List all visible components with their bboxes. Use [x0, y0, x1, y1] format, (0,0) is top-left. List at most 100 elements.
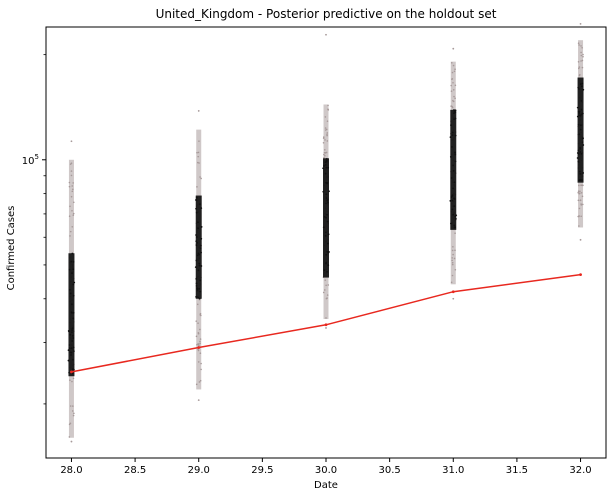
sample-point [450, 281, 453, 284]
x-tick-label: 30.0 [315, 465, 337, 476]
sample-range-dense [195, 195, 202, 299]
sample-point [451, 208, 454, 211]
sample-point [327, 166, 330, 169]
sample-point [198, 297, 201, 300]
sample-point [71, 331, 73, 334]
sample-point [451, 249, 454, 252]
sample-point [196, 186, 198, 188]
sample-point [582, 144, 585, 146]
sample-point [454, 249, 456, 252]
sample-point [577, 190, 580, 193]
sample-point [325, 297, 328, 300]
sample-point-max [197, 110, 200, 112]
sample-point [70, 354, 72, 356]
sample-point [582, 55, 584, 58]
observed-point [324, 323, 328, 327]
sample-point [578, 67, 580, 70]
sample-point [579, 190, 581, 193]
sample-point [450, 84, 452, 87]
sample-range-dense [450, 109, 457, 230]
sample-point [454, 111, 457, 114]
sample-point [67, 359, 70, 362]
sample-point [453, 118, 455, 121]
sample-point [325, 202, 327, 205]
sample-point [197, 221, 199, 224]
sample-point [323, 153, 325, 156]
x-tick-label: 32.0 [569, 465, 591, 476]
sample-point-min [70, 440, 73, 443]
sample-point [326, 140, 329, 142]
sample-point [200, 237, 203, 240]
sample-point [71, 410, 74, 412]
sample-point [326, 133, 328, 136]
x-tick-label: 31.5 [506, 465, 528, 476]
sample-point [198, 287, 201, 290]
sample-point [322, 141, 325, 144]
sample-point [579, 151, 582, 153]
sample-point [325, 216, 328, 219]
sample-point [327, 284, 330, 286]
sample-point [72, 311, 75, 314]
sample-point [199, 340, 201, 343]
sample-point [72, 346, 75, 349]
sample-point [197, 322, 199, 324]
sample-point [580, 152, 583, 155]
sample-point [577, 123, 580, 126]
sample-point [325, 284, 327, 287]
sample-point [578, 66, 581, 68]
sample-point [199, 328, 201, 331]
sample-point [452, 213, 455, 216]
sample-point [450, 222, 452, 225]
sample-point [578, 179, 581, 182]
sample-point [72, 182, 74, 184]
posterior-samples [67, 22, 585, 443]
sample-point [451, 274, 454, 277]
sample-point [200, 226, 203, 228]
sample-point [70, 347, 73, 350]
sample-point [451, 257, 454, 259]
sample-point [68, 268, 71, 271]
sample-point [577, 191, 580, 194]
sample-point [451, 134, 454, 137]
sample-point [454, 68, 456, 71]
sample-point [324, 289, 326, 291]
sample-point [196, 151, 198, 154]
observed-point [451, 290, 455, 294]
sample-point [327, 264, 330, 267]
sample-point-min [325, 327, 327, 329]
sample-point [327, 233, 330, 236]
sample-point [322, 167, 325, 170]
sample-column-1 [194, 110, 203, 402]
sample-point [454, 268, 457, 271]
sample-point [198, 264, 201, 267]
sample-point [199, 290, 202, 293]
x-tick-label: 31.0 [442, 465, 464, 476]
sample-point [70, 174, 73, 177]
sample-point [325, 157, 328, 160]
sample-point [67, 349, 70, 352]
sample-point [70, 311, 73, 314]
sample-point [327, 109, 330, 111]
sample-point [578, 215, 580, 217]
y-tick-label: 105 [22, 153, 39, 167]
sample-point [322, 137, 325, 139]
sample-point [581, 179, 583, 181]
sample-point [326, 134, 328, 137]
sample-point [576, 152, 579, 154]
sample-point [579, 172, 582, 175]
sample-point [453, 224, 456, 227]
sample-column-3 [449, 47, 458, 300]
sample-point [452, 81, 454, 84]
sample-point [579, 124, 582, 127]
sample-point [324, 154, 326, 157]
sample-point [199, 342, 201, 345]
sample-point [453, 257, 456, 260]
sample-point [578, 225, 580, 227]
sample-point [326, 182, 329, 185]
sample-point [582, 172, 585, 174]
sample-point-max [70, 140, 73, 143]
observed-point [70, 370, 73, 374]
sample-point [453, 198, 456, 200]
sample-point [324, 172, 327, 175]
sample-point [323, 151, 326, 154]
